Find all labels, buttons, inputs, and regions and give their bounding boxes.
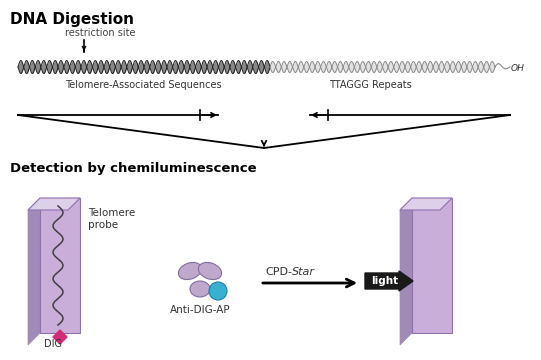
Text: Detection by chemiluminescence: Detection by chemiluminescence	[10, 162, 256, 175]
Text: Telomere: Telomere	[88, 208, 135, 218]
Text: light: light	[371, 276, 398, 286]
Polygon shape	[400, 198, 412, 345]
Polygon shape	[53, 330, 67, 344]
Polygon shape	[400, 198, 452, 210]
Circle shape	[209, 282, 227, 300]
Text: CPD-: CPD-	[265, 267, 292, 277]
Text: TTAGGG Repeats: TTAGGG Repeats	[328, 80, 411, 90]
Polygon shape	[28, 198, 40, 345]
Polygon shape	[28, 198, 80, 210]
Ellipse shape	[190, 281, 210, 297]
FancyArrow shape	[365, 271, 413, 291]
Text: Anti-DIG-AP: Anti-DIG-AP	[170, 305, 230, 315]
Text: DNA Digestion: DNA Digestion	[10, 12, 134, 27]
Text: Telomere-Associated Sequences: Telomere-Associated Sequences	[65, 80, 221, 90]
Text: DIG: DIG	[44, 339, 62, 349]
Text: restriction site: restriction site	[65, 28, 135, 38]
Polygon shape	[40, 198, 80, 333]
Ellipse shape	[179, 262, 202, 280]
Text: Star: Star	[292, 267, 315, 277]
Ellipse shape	[199, 262, 222, 280]
Text: OH: OH	[511, 63, 525, 72]
Polygon shape	[412, 198, 452, 333]
Text: probe: probe	[88, 220, 118, 230]
